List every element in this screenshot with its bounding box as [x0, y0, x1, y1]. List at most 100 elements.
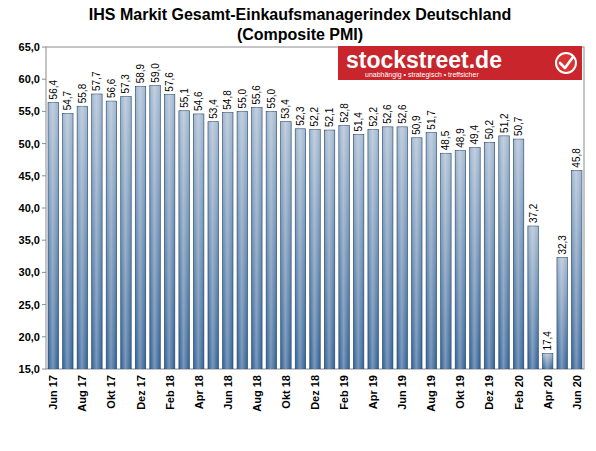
- data-label: 45,8: [571, 148, 582, 168]
- x-tick-label: Aug 19: [425, 375, 437, 412]
- data-label: 48,9: [455, 128, 466, 148]
- data-label: 54,8: [222, 90, 233, 110]
- bar: [106, 101, 116, 369]
- data-label: 54,6: [193, 91, 204, 111]
- data-label: 57,3: [120, 74, 131, 94]
- data-label: 52,1: [324, 107, 335, 127]
- bar: [295, 129, 305, 369]
- bar-shine: [557, 258, 567, 369]
- bar-shine: [426, 133, 436, 369]
- bar: [484, 142, 494, 369]
- bar-shine: [121, 97, 131, 369]
- y-tick: [42, 79, 46, 80]
- data-label: 55,8: [77, 83, 88, 103]
- bar: [542, 354, 552, 369]
- bar-shine: [106, 101, 116, 369]
- x-tick-label: Dez 17: [135, 375, 147, 410]
- logo-badge-inner: [557, 54, 575, 72]
- bar: [266, 111, 276, 369]
- x-tick-label: Okt 19: [454, 375, 466, 409]
- data-label: 59,0: [150, 63, 161, 83]
- bar: [513, 139, 523, 369]
- bar: [208, 122, 218, 369]
- data-label: 57,7: [91, 71, 102, 91]
- x-tick-label: Aug 17: [76, 375, 88, 412]
- bar: [63, 113, 73, 369]
- bar: [150, 86, 160, 369]
- data-label: 17,4: [542, 331, 553, 351]
- y-tick-label: 20,0: [19, 331, 40, 343]
- y-tick: [42, 111, 46, 112]
- y-tick: [42, 208, 46, 209]
- x-tick-label: Okt 18: [280, 375, 292, 409]
- x-tick-label: Apr 18: [193, 375, 205, 409]
- data-label: 56,6: [106, 78, 117, 98]
- bar-shine: [339, 126, 349, 369]
- bar-shine: [310, 129, 320, 369]
- y-tick: [42, 336, 46, 337]
- bar: [499, 136, 509, 369]
- bar: [412, 138, 422, 369]
- bar-shine: [412, 138, 422, 369]
- data-label: 53,4: [280, 99, 291, 119]
- y-tick-label: 55,0: [19, 105, 40, 117]
- bar: [237, 111, 247, 369]
- bar: [135, 86, 145, 369]
- bar: [324, 130, 334, 369]
- bar-shine: [63, 113, 73, 369]
- data-label: 53,4: [208, 99, 219, 119]
- data-label: 49,4: [469, 125, 480, 145]
- data-label: 50,9: [411, 115, 422, 135]
- data-label: 55,6: [251, 85, 262, 105]
- data-label: 52,6: [382, 104, 393, 124]
- bar-shine: [77, 106, 87, 369]
- bar: [455, 151, 465, 369]
- plot-frame: [46, 47, 584, 369]
- logo-text: stockstreet.de: [346, 47, 502, 73]
- x-tick-label: Apr 19: [367, 375, 379, 409]
- bar-shine: [513, 139, 523, 369]
- x-tick-label: Dez 19: [483, 375, 495, 410]
- bar-shine: [193, 114, 203, 369]
- bar-shine: [455, 151, 465, 369]
- y-tick-label: 25,0: [19, 299, 40, 311]
- bar-shine: [382, 127, 392, 369]
- bar: [382, 127, 392, 369]
- data-label: 50,7: [513, 116, 524, 136]
- x-tick-label: Feb 18: [164, 375, 176, 410]
- bar: [441, 153, 451, 369]
- bar: [223, 113, 233, 369]
- y-tick-label: 40,0: [19, 202, 40, 214]
- bar: [339, 126, 349, 369]
- bars: [48, 86, 582, 369]
- bar: [470, 147, 480, 369]
- y-tick: [42, 175, 46, 176]
- data-label: 57,6: [164, 72, 175, 92]
- bar-shine: [208, 122, 218, 369]
- bar: [310, 129, 320, 369]
- logo: stockstreet.deunabhängig • strategisch •…: [338, 46, 582, 80]
- y-tick-label: 15,0: [19, 363, 40, 375]
- bar-shine: [353, 135, 363, 369]
- bar: [571, 171, 581, 369]
- x-tick-label: Feb 19: [338, 375, 350, 410]
- bar-shine: [324, 130, 334, 369]
- bar: [397, 127, 407, 369]
- bar: [281, 122, 291, 369]
- bar: [557, 258, 567, 369]
- bar: [353, 135, 363, 369]
- bar: [121, 97, 131, 369]
- bar-shine: [499, 136, 509, 369]
- data-label: 52,2: [310, 107, 321, 127]
- bar-shine: [528, 226, 538, 369]
- x-tick-label: Aug 18: [251, 375, 263, 412]
- logo-check: [560, 57, 573, 68]
- y-tick-label: 65,0: [19, 41, 40, 53]
- y-tick: [42, 272, 46, 273]
- bar-shine: [571, 171, 581, 369]
- data-label: 55,0: [266, 88, 277, 108]
- data-label: 48,5: [440, 130, 451, 150]
- y-tick: [42, 369, 46, 370]
- bar: [426, 133, 436, 369]
- y-tick: [42, 143, 46, 144]
